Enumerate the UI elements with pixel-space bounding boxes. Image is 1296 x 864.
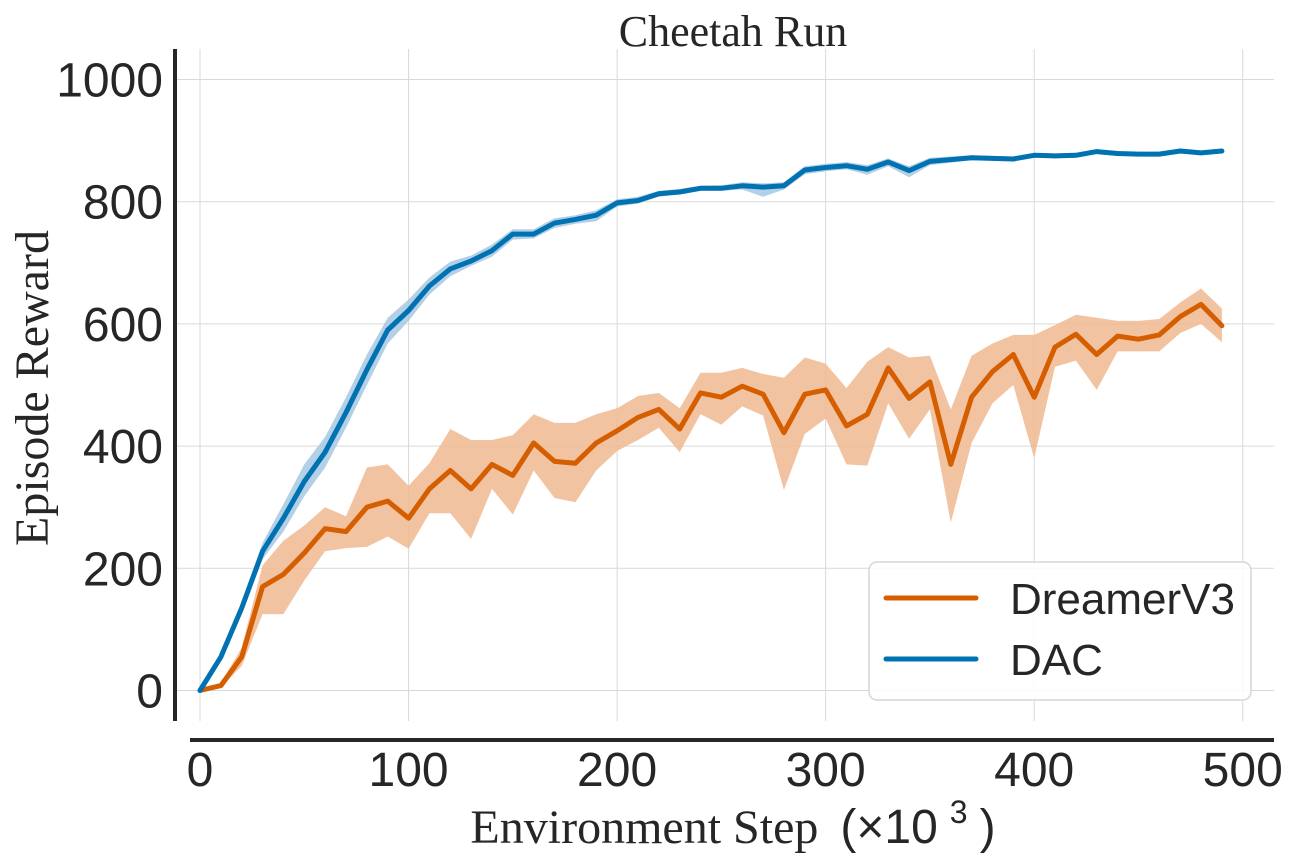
x-tick-label-2: 200 (577, 744, 657, 797)
y-tick-label-0: 0 (136, 665, 163, 718)
x-axis-unit-close: ) (980, 801, 996, 854)
x-axis-unit-exponent: 3 (950, 794, 968, 830)
x-axis-unit: (×10 (840, 801, 937, 854)
band-dreamerv3 (200, 288, 1222, 691)
legend-label-dreamerv3: DreamerV3 (1010, 575, 1235, 624)
x-axis-label: Environment Step (470, 801, 818, 854)
x-tick-label-4: 400 (994, 744, 1074, 797)
legend-label-dac: DAC (1010, 636, 1103, 685)
axes (173, 49, 1274, 742)
line-dreamerv3 (197, 301, 1225, 693)
line-dac (197, 148, 1225, 693)
confidence-bands (200, 149, 1222, 691)
x-tick-label-5: 500 (1203, 744, 1283, 797)
legend: DreamerV3 DAC (868, 561, 1252, 701)
y-tick-label-1: 200 (83, 543, 163, 596)
x-tick-label-0: 0 (187, 744, 214, 797)
x-axis-title: Environment Step (×10 3 ) (470, 781, 995, 854)
y-tick-label-2: 400 (83, 421, 163, 474)
y-tick-label-3: 600 (83, 299, 163, 352)
series-lines (197, 148, 1225, 693)
y-tick-label-5: 1000 (56, 55, 163, 108)
x-tick-label-3: 300 (786, 744, 866, 797)
y-tick-label-4: 800 (83, 177, 163, 230)
tick-labels: 0 100 200 300 400 500 0 200 400 600 800 1000 (56, 55, 1283, 797)
x-tick-label-1: 100 (369, 744, 449, 797)
chart-title: Cheetah Run (619, 7, 848, 56)
y-axis-title: Episode Reward (6, 230, 59, 546)
